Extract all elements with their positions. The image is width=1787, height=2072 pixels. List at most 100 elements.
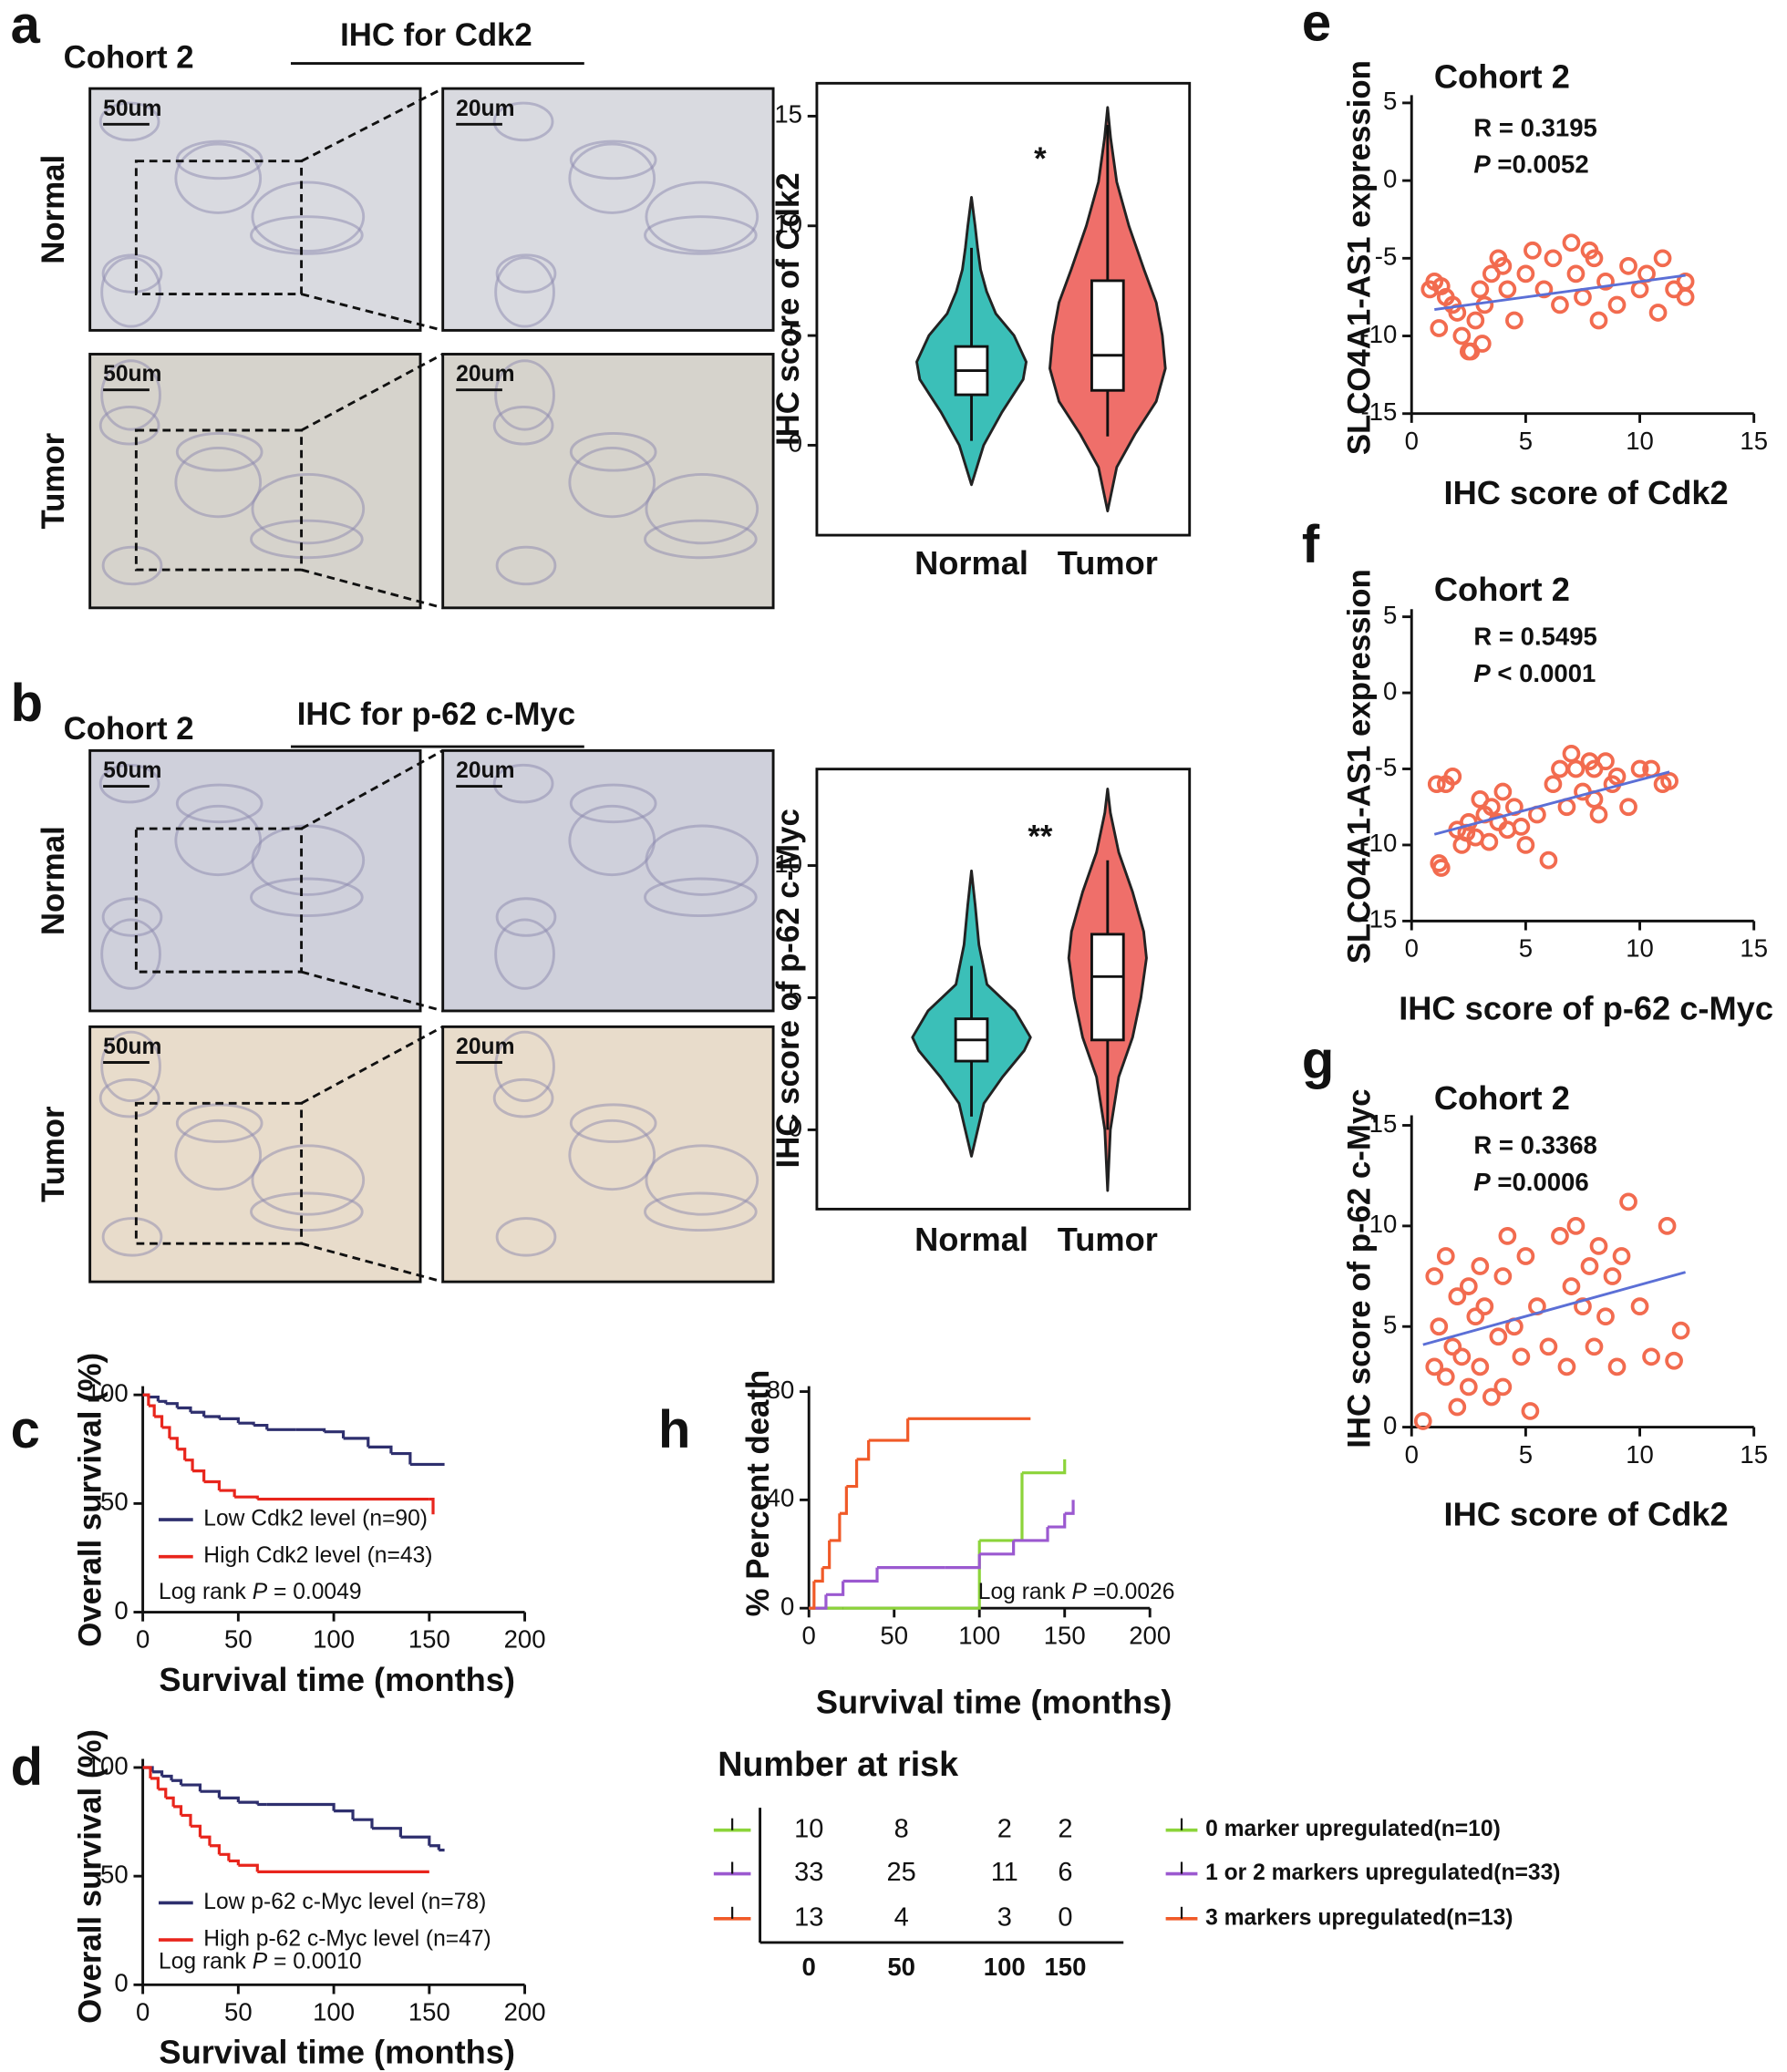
km-step <box>809 1594 828 1610</box>
point <box>1448 1397 1467 1417</box>
x-tick-label: 15 <box>1740 427 1768 455</box>
km-step <box>353 1818 374 1829</box>
point <box>1580 1257 1599 1275</box>
y-tick-label: 100 <box>87 1751 129 1779</box>
trend-line <box>1422 1271 1686 1346</box>
x-tick-label: 10 <box>1626 427 1654 455</box>
zoom-line <box>300 87 444 162</box>
p-symbol: P <box>1473 150 1491 179</box>
point <box>1466 311 1485 330</box>
trend-line <box>1433 770 1670 836</box>
point <box>1493 1377 1513 1397</box>
risk-count: 10 <box>794 1814 823 1843</box>
km-step <box>177 1448 187 1460</box>
tissue-structure <box>492 763 554 804</box>
km-step <box>1021 1459 1067 1475</box>
point <box>1459 1377 1478 1397</box>
tissue-structure <box>495 253 557 294</box>
point <box>1653 249 1672 268</box>
risk-count: 2 <box>997 1814 1012 1843</box>
point <box>1585 249 1604 268</box>
point <box>1574 288 1592 306</box>
km-step <box>219 1489 236 1498</box>
point <box>1472 335 1492 353</box>
km-step <box>190 1410 206 1417</box>
point <box>1466 1307 1485 1326</box>
risk-count: 4 <box>894 1903 909 1933</box>
y-tick-label: 80 <box>767 1376 795 1404</box>
point <box>1512 818 1531 836</box>
point <box>1619 256 1637 275</box>
point <box>1482 798 1501 817</box>
point <box>1551 759 1569 778</box>
point <box>1562 744 1581 763</box>
x-tick-label: Tumor <box>1058 1221 1158 1258</box>
plot-frame <box>815 81 1192 537</box>
point <box>1475 295 1494 314</box>
km-step <box>228 1859 240 1866</box>
y-axis-label: Overall survival (%) <box>74 1729 108 2024</box>
point <box>1566 264 1586 283</box>
point <box>1436 1247 1455 1265</box>
km-step <box>209 1844 221 1855</box>
panel-label: g <box>1302 1031 1334 1089</box>
km-step <box>400 1835 431 1846</box>
tissue-structure <box>568 142 656 214</box>
y-tick-label: 100 <box>87 1378 129 1407</box>
row-label: Normal <box>36 155 71 264</box>
tissue-structure <box>644 1191 758 1232</box>
point <box>1596 273 1615 291</box>
zoom-line <box>300 353 444 432</box>
point <box>1630 759 1649 778</box>
point <box>1521 1402 1540 1420</box>
panel-title: IHC for Cdk2 <box>340 18 532 53</box>
y-tick-label: 10 <box>774 210 802 238</box>
point <box>1471 1357 1490 1376</box>
tissue-structure <box>98 406 160 446</box>
box <box>1090 933 1125 1042</box>
point <box>1493 1267 1513 1285</box>
km-step <box>238 1800 259 1805</box>
chart-title: Cohort 2 <box>1434 58 1570 96</box>
point <box>1612 1247 1631 1265</box>
tissue-structure <box>644 877 758 918</box>
point <box>1566 759 1586 778</box>
km-step <box>334 1809 355 1820</box>
km-step <box>809 1581 816 1610</box>
km-step <box>219 1852 231 1861</box>
km-step <box>190 1824 202 1838</box>
x-tick-label: 15 <box>1740 1440 1768 1469</box>
point <box>1516 264 1535 283</box>
logrank-part: =0.0026 <box>1087 1579 1175 1603</box>
point <box>1427 775 1446 794</box>
risk-time: 0 <box>802 1953 816 1981</box>
x-tick-label: 15 <box>1740 934 1768 963</box>
plot-frame <box>815 768 1192 1211</box>
risk-count: 13 <box>794 1903 823 1933</box>
logrank-part: Log rank <box>159 1579 253 1603</box>
km-step <box>343 1437 370 1448</box>
km-step <box>161 1426 171 1438</box>
tissue-structure <box>495 545 557 586</box>
panel-label: h <box>658 1401 690 1459</box>
km-step <box>945 1553 981 1570</box>
tissue-structure <box>174 1118 263 1191</box>
point <box>1493 256 1513 275</box>
zoom-line <box>300 1026 444 1105</box>
km-step <box>158 1399 168 1404</box>
tissue-structure <box>644 519 758 560</box>
point <box>1607 767 1627 786</box>
km-step <box>234 1495 259 1500</box>
point <box>1544 249 1563 268</box>
point <box>1498 280 1517 299</box>
risk-count: 0 <box>1058 1903 1072 1933</box>
km-step <box>169 1437 179 1449</box>
r-value: R = 0.3195 <box>1473 113 1596 141</box>
row-label: Tumor <box>36 1106 71 1202</box>
tissue-structure <box>101 545 163 586</box>
tissue-structure <box>98 1077 160 1118</box>
panel-label: a <box>11 0 41 55</box>
point <box>1413 1412 1432 1430</box>
tissue-structure <box>100 359 161 431</box>
